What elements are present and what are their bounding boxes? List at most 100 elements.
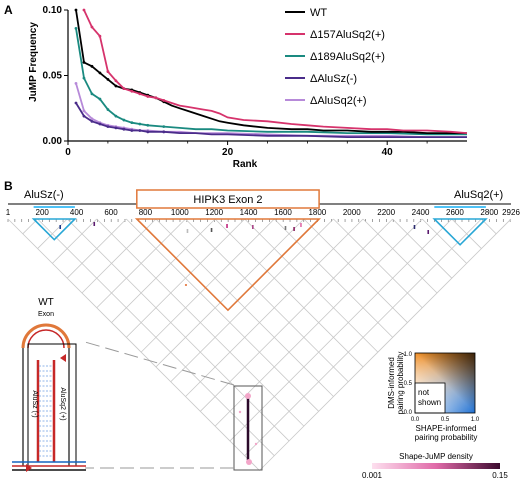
series-point <box>90 117 94 121</box>
grid-line <box>362 218 438 294</box>
grid-line <box>66 218 127 279</box>
series-point <box>82 76 86 80</box>
density-mark <box>93 222 96 226</box>
legend-entry: WT <box>310 7 327 19</box>
sq-x-tick-mid: 0.5 <box>441 417 450 423</box>
series-point <box>146 130 150 134</box>
legend-entry: ΔAluSq2(+) <box>310 95 367 107</box>
sequence-tick-label: 2000 <box>343 208 361 217</box>
grid-line <box>81 218 157 294</box>
sq-y-tick-bottom: 0.0 <box>404 410 413 416</box>
grid-line <box>126 218 319 412</box>
grid-line <box>244 218 379 353</box>
series-point <box>122 118 126 122</box>
legend: WT Δ157AluSq2(+) Δ189AluSq2(+) ΔAluSz(-) ΔAl… <box>285 7 385 107</box>
exon-triangle <box>134 218 322 312</box>
y-tick-label: 0.05 <box>43 71 63 82</box>
legend-entry: Δ189AluSq2(+) <box>310 51 385 63</box>
x-axis-label: Rank <box>233 159 258 170</box>
series-point <box>74 26 78 30</box>
series-point <box>130 129 134 132</box>
sequence-tick-label: 600 <box>104 208 118 217</box>
sq-y-label-1: DMS-informed <box>387 357 396 409</box>
series-point <box>106 78 110 81</box>
series-point <box>114 126 118 130</box>
density-max-label: 0.15 <box>492 471 508 480</box>
sequence-tick-label: 400 <box>70 208 84 217</box>
series-point <box>90 25 94 29</box>
alusq2-triangle <box>432 218 488 246</box>
x-tick-label: 0 <box>65 147 71 158</box>
inset-left-label: AluSz (-) <box>31 390 38 417</box>
legend-entry: Δ157AluSq2(+) <box>310 29 385 41</box>
inset-exon-label: Exon <box>38 311 54 318</box>
inset-title: WT <box>38 297 54 308</box>
series-point <box>114 79 118 83</box>
zoom-signal-point <box>246 459 252 465</box>
sequence-axis: 1 200 400 600 800 1000 1200 1400 1600 1800 2000 220… <box>6 208 520 222</box>
series-point <box>122 127 126 131</box>
sequence-tick-label: 2400 <box>412 208 430 217</box>
sequence-tick-label: 1 <box>6 208 11 217</box>
alusq2-label: AluSq2(+) <box>454 189 503 201</box>
density-mark <box>186 229 189 233</box>
sq-x-label-2: pairing probability <box>415 433 478 442</box>
series-point <box>138 92 142 96</box>
series-point <box>82 109 86 113</box>
density-gradient <box>372 463 500 469</box>
inset-inner-arc <box>27 329 65 349</box>
zoom-box <box>233 385 263 471</box>
grid-line <box>303 218 408 323</box>
sequence-tick-label: 1400 <box>240 208 258 217</box>
grid-line <box>7 218 260 471</box>
series-point <box>82 61 86 64</box>
density-title: Shape-JuMP density <box>399 452 473 461</box>
density-mark <box>427 230 430 234</box>
series-point <box>90 64 94 68</box>
series-point <box>82 8 86 12</box>
inset-arrow-bottom <box>26 464 32 472</box>
series-line <box>75 28 467 136</box>
panel-b-label: B <box>4 179 13 193</box>
grid-line <box>185 218 364 397</box>
inset-exon-arc <box>21 323 71 349</box>
sequence-tick-label: 1800 <box>308 208 326 217</box>
grid-line <box>244 218 482 456</box>
series-point <box>162 98 166 102</box>
grid-line <box>140 218 275 353</box>
exon-label: HIPK3 Exon 2 <box>193 194 262 206</box>
series-point <box>98 97 102 101</box>
sequence-tick-label: 1200 <box>205 208 223 217</box>
series-point <box>98 122 102 126</box>
grid-line <box>66 218 290 442</box>
density-mark <box>59 225 62 229</box>
series-point <box>130 89 134 93</box>
inset-base-pairs <box>39 365 53 457</box>
grid-line <box>259 218 512 471</box>
series-point <box>74 8 78 12</box>
grid-line <box>126 218 245 338</box>
sq-y-label-2: pairing probability <box>396 352 405 415</box>
series-line <box>75 9 467 135</box>
density-mark <box>210 228 213 232</box>
inset-right-label: AluSq2 (+) <box>59 387 66 420</box>
region-bar: AluSz(-) AluSq2(+) HIPK3 Exon 2 <box>8 189 511 209</box>
density-mark <box>252 225 254 229</box>
zoom-signal <box>238 393 258 465</box>
inset-arrow-top <box>60 354 66 362</box>
density-mark <box>226 224 228 228</box>
sq-x-label-1: SHAPE-informed <box>416 424 477 433</box>
legend-entry: ΔAluSz(-) <box>310 73 357 85</box>
sq-x-tick-left: 0.0 <box>411 417 420 423</box>
series-point <box>82 114 86 118</box>
series-point <box>138 129 142 132</box>
sequence-tick-label: 2800 <box>480 208 498 217</box>
series-point <box>114 114 118 118</box>
x-tick-label: 40 <box>382 147 394 158</box>
sequence-tick-label: 2200 <box>377 208 395 217</box>
series-point <box>98 71 102 75</box>
sq-x-tick-right: 1.0 <box>471 417 480 423</box>
density-mark <box>293 227 295 231</box>
arc-diagram-marks <box>31 218 488 312</box>
